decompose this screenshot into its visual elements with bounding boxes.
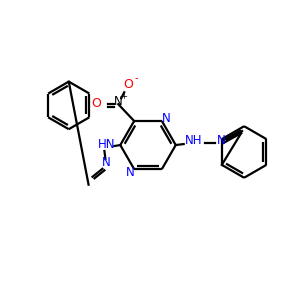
- Text: N: N: [161, 112, 170, 124]
- Text: O: O: [123, 78, 133, 91]
- Text: +: +: [120, 92, 127, 101]
- Text: N: N: [217, 134, 226, 147]
- Text: N: N: [114, 95, 123, 108]
- Text: NH: NH: [185, 134, 202, 147]
- Text: O: O: [92, 97, 101, 110]
- Text: -: -: [134, 74, 138, 83]
- Text: N: N: [126, 166, 135, 178]
- Text: N: N: [102, 156, 111, 170]
- Text: HN: HN: [98, 138, 115, 151]
